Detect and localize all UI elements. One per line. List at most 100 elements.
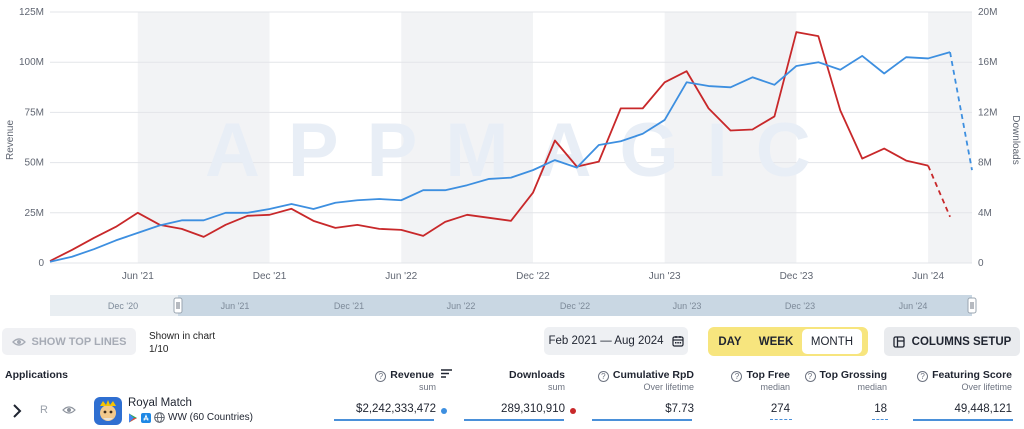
right-axis-title: Downloads bbox=[1010, 115, 1021, 164]
left-axis: 0 25M 50M 75M 100M 125M bbox=[19, 7, 44, 269]
rpd-header[interactable]: ? Cumulative RpD bbox=[597, 369, 694, 382]
columns-setup-button[interactable]: COLUMNS SETUP bbox=[884, 327, 1020, 356]
columns-setup-label: COLUMNS SETUP bbox=[911, 335, 1012, 348]
show-top-lines-label: SHOW TOP LINES bbox=[31, 335, 127, 348]
date-range-picker[interactable]: Feb 2021 — Aug 2024 bbox=[544, 327, 688, 355]
chevron-right-icon[interactable] bbox=[12, 404, 22, 418]
calendar-icon bbox=[671, 336, 684, 347]
show-top-lines-button[interactable]: SHOW TOP LINES bbox=[2, 328, 136, 355]
navigator-labels: Dec '20 Jun '21 Dec '21 Jun '22 Dec '22 Jun '… bbox=[108, 301, 927, 311]
left-tick-label: 0 bbox=[38, 258, 44, 269]
left-tick-label: 25M bbox=[25, 208, 44, 219]
columns-icon bbox=[893, 335, 905, 348]
right-tick-label: 4M bbox=[978, 208, 992, 219]
top-free-value: 274 bbox=[770, 403, 790, 415]
period-week-button[interactable]: WEEK bbox=[758, 335, 794, 348]
x-axis: Jun '21 Dec '21 Jun '22 Dec '22 Jun '23 Dec '… bbox=[122, 271, 945, 282]
applications-header: Applications bbox=[5, 369, 69, 381]
navigator-outside bbox=[50, 295, 178, 316]
period-toggle: DAY WEEK MONTH bbox=[708, 327, 868, 356]
x-tick-label: Dec '23 bbox=[780, 271, 814, 282]
row-rank-letter[interactable]: R bbox=[40, 404, 48, 416]
left-tick-label: 125M bbox=[19, 7, 44, 18]
navigator-label: Dec '22 bbox=[560, 301, 590, 311]
downloads-underline bbox=[464, 419, 564, 421]
navigator-label: Jun '23 bbox=[673, 301, 702, 311]
navigator-right-handle[interactable] bbox=[967, 297, 977, 314]
right-axis: 0 4M 8M 12M 16M 20M bbox=[978, 7, 997, 269]
navigator-selection[interactable] bbox=[178, 295, 972, 316]
navigator-label: Jun '24 bbox=[899, 301, 928, 311]
shown-in-chart: Shown in chart 1/10 bbox=[149, 330, 215, 356]
x-tick-label: Jun '24 bbox=[912, 271, 944, 282]
downloads-header[interactable]: Downloads bbox=[508, 369, 565, 381]
left-axis-title: Revenue bbox=[5, 120, 16, 160]
period-day-button[interactable]: DAY bbox=[718, 335, 742, 348]
x-tick-label: Jun '23 bbox=[649, 271, 681, 282]
table-row[interactable]: R Royal Match WW (60 Countries) $2,242,3… bbox=[0, 394, 1024, 429]
navigator-left-handle[interactable] bbox=[173, 297, 183, 314]
featuring-header[interactable]: ? Featuring Score bbox=[917, 369, 1012, 382]
right-tick-label: 8M bbox=[978, 158, 992, 169]
rpd-underline bbox=[592, 419, 692, 421]
top-free-header[interactable]: ? Top Free bbox=[731, 369, 790, 382]
shown-in-chart-label: Shown in chart bbox=[149, 331, 216, 342]
navigator-label: Jun '21 bbox=[221, 301, 250, 311]
google-play-icon bbox=[129, 413, 137, 422]
help-icon[interactable]: ? bbox=[731, 371, 743, 382]
downloads-value: 289,310,910 bbox=[501, 403, 565, 415]
series-line-downloads bbox=[49, 51, 951, 263]
chart-series bbox=[49, 31, 973, 263]
sort-desc-icon[interactable] bbox=[441, 369, 453, 378]
eye-icon[interactable] bbox=[62, 405, 76, 415]
series-projection-revenue bbox=[927, 165, 951, 218]
left-tick-label: 75M bbox=[25, 107, 44, 118]
globe-icon bbox=[154, 412, 165, 423]
rpd-value: $7.73 bbox=[665, 403, 694, 415]
help-icon[interactable]: ? bbox=[597, 371, 609, 382]
left-tick-label: 50M bbox=[25, 158, 44, 169]
right-tick-label: 20M bbox=[978, 7, 997, 18]
revenue-underline bbox=[334, 419, 434, 421]
right-tick-label: 16M bbox=[978, 57, 997, 68]
watermark: APPMAGIC bbox=[205, 108, 839, 193]
shown-in-chart-value: 1/10 bbox=[149, 344, 169, 355]
chart-toolbar: SHOW TOP LINES Shown in chart 1/10 Feb 2… bbox=[0, 322, 1024, 362]
right-tick-label: 0 bbox=[978, 258, 984, 269]
top-grossing-header[interactable]: ? Top Grossing bbox=[804, 369, 887, 382]
featuring-underline bbox=[913, 419, 1013, 421]
eye-icon bbox=[11, 337, 26, 346]
right-tick-label: 12M bbox=[978, 107, 997, 118]
date-range-value: Feb 2021 — Aug 2024 bbox=[548, 335, 664, 347]
navigator-label: Dec '23 bbox=[785, 301, 815, 311]
app-name[interactable]: Royal Match bbox=[128, 397, 192, 409]
app-icon[interactable] bbox=[94, 397, 122, 425]
x-tick-label: Dec '22 bbox=[516, 271, 550, 282]
series-line-revenue bbox=[49, 31, 929, 262]
featuring-sub: Over lifetime bbox=[961, 382, 1012, 392]
table-header: Applications ? Revenue sum Downloads sum … bbox=[0, 364, 1024, 394]
help-icon[interactable]: ? bbox=[804, 371, 816, 382]
top-free-underline bbox=[770, 419, 792, 420]
x-tick-label: Jun '21 bbox=[122, 271, 154, 282]
period-month-button[interactable]: MONTH bbox=[802, 329, 862, 354]
revenue-downloads-chart: APPMAGIC 0 25M 50M 75M 100M 125M 0 4M 8M 12M 16M 2… bbox=[5, 7, 1021, 316]
revenue-header[interactable]: ? Revenue bbox=[375, 369, 453, 382]
help-icon[interactable]: ? bbox=[375, 371, 387, 382]
top-grossing-sub: median bbox=[857, 382, 887, 392]
range-navigator[interactable]: Dec '20 Jun '21 Dec '21 Jun '22 Dec '22 Jun '… bbox=[50, 295, 977, 316]
navigator-label: Dec '21 bbox=[334, 301, 364, 311]
app-region: WW (60 Countries) bbox=[168, 412, 254, 423]
rpd-sub: Over lifetime bbox=[643, 382, 694, 392]
downloads-sub: sum bbox=[547, 382, 565, 392]
app-platforms: WW (60 Countries) bbox=[128, 412, 253, 423]
revenue-sub: sum bbox=[418, 382, 436, 392]
chart-band bbox=[664, 12, 797, 263]
top-grossing-value: 18 bbox=[874, 403, 887, 415]
featuring-value: 49,448,121 bbox=[954, 403, 1012, 415]
series-projection-downloads bbox=[949, 51, 973, 171]
downloads-series-dot bbox=[570, 408, 576, 414]
top-free-sub: median bbox=[760, 382, 790, 392]
x-tick-label: Jun '22 bbox=[385, 271, 417, 282]
help-icon[interactable]: ? bbox=[917, 371, 929, 382]
